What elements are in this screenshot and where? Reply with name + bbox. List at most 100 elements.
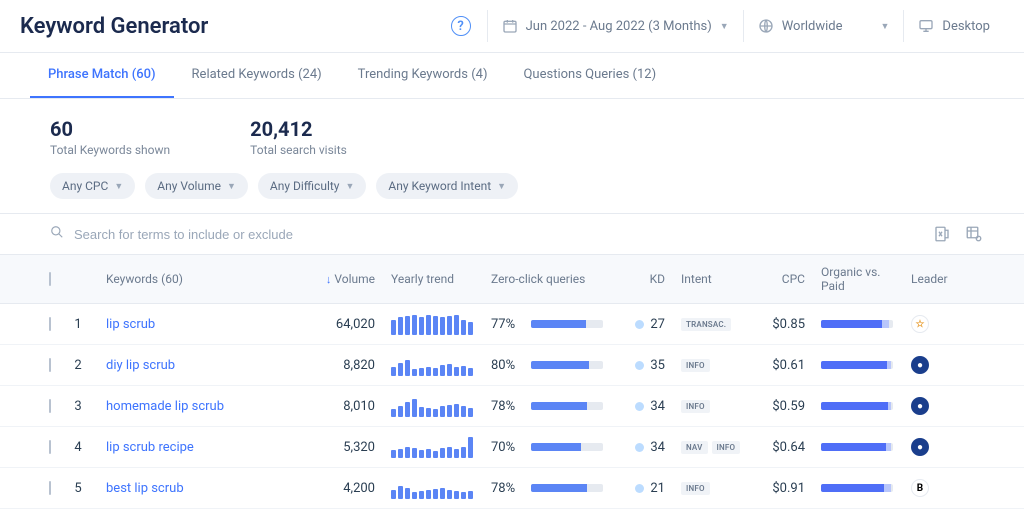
keyword-link[interactable]: lip scrub recipe <box>106 440 194 455</box>
kd-value: 34 <box>650 440 665 455</box>
row-checkbox[interactable] <box>49 440 51 454</box>
volume-cell: 8,010 <box>308 390 383 423</box>
row-index: 6 <box>58 513 98 517</box>
device-label: Desktop <box>942 19 990 34</box>
total-visits-label: Total search visits <box>250 143 347 157</box>
region-label: Worldwide <box>782 19 843 34</box>
search-input[interactable] <box>74 227 932 242</box>
organic-vs-paid-bar <box>821 361 893 369</box>
leader-icon[interactable]: ● <box>911 397 929 415</box>
keyword-link[interactable]: lip scrub <box>106 317 155 332</box>
zero-click-cell: 80% <box>491 358 605 373</box>
trend-sparkline <box>391 313 475 335</box>
chevron-down-icon: ▼ <box>720 21 729 32</box>
col-volume[interactable]: ↓Volume <box>308 262 383 296</box>
cpc-cell: $0.61 <box>753 349 813 382</box>
date-range-label: Jun 2022 - Aug 2022 (3 Months) <box>526 19 712 34</box>
export-excel-icon[interactable] <box>932 224 952 244</box>
row-checkbox[interactable] <box>49 481 51 495</box>
col-leader[interactable]: Leader <box>903 262 953 296</box>
table-row: 5best lip scrub4,20078%21INFO$0.91B <box>0 468 1024 509</box>
intent-cell: TRANSAC. <box>681 318 745 331</box>
cpc-cell: $0.59 <box>753 390 813 423</box>
row-checkbox[interactable] <box>49 399 51 413</box>
col-ovp[interactable]: Organic vs. Paid <box>813 255 903 303</box>
intent-cell: INFO <box>681 359 745 372</box>
kd-dot-icon <box>635 443 644 452</box>
intent-badge: INFO <box>681 359 710 372</box>
volume-cell: 4,200 <box>308 472 383 505</box>
col-kd[interactable]: KD <box>613 262 673 296</box>
total-keywords-label: Total Keywords shown <box>50 143 170 157</box>
col-cpc[interactable]: CPC <box>753 262 813 296</box>
total-visits-value: 20,412 <box>250 117 347 141</box>
zero-click-cell: 78% <box>491 481 605 496</box>
trend-sparkline <box>391 477 475 499</box>
desktop-icon <box>918 18 934 34</box>
row-checkbox[interactable] <box>49 358 51 372</box>
trend-sparkline <box>391 436 475 458</box>
table-row: 3homemade lip scrub8,01078%34INFO$0.59● <box>0 386 1024 427</box>
filter-label: Any Keyword Intent <box>388 179 491 193</box>
tab-1[interactable]: Related Keywords (24) <box>174 53 340 98</box>
filter-pill-3[interactable]: Any Keyword Intent ▼ <box>376 173 518 199</box>
tab-0[interactable]: Phrase Match (60) <box>30 53 174 98</box>
device-picker[interactable]: Desktop <box>903 10 1004 42</box>
kd-dot-icon <box>635 402 644 411</box>
col-trend[interactable]: Yearly trend <box>383 262 483 296</box>
select-all-checkbox[interactable] <box>49 272 51 286</box>
table-row: 6lip scrub diy4,05081%35INFO$0.78● <box>0 509 1024 517</box>
zero-click-pct: 78% <box>491 399 523 414</box>
page-title: Keyword Generator <box>20 14 451 39</box>
kd-value: 34 <box>650 399 665 414</box>
filter-pill-1[interactable]: Any Volume▼ <box>145 173 248 199</box>
kd-value: 21 <box>650 481 665 496</box>
leader-icon[interactable]: ● <box>911 356 929 374</box>
filter-label: Any CPC <box>62 179 108 193</box>
leader-icon[interactable]: ● <box>911 438 929 456</box>
filter-pill-2[interactable]: Any Difficulty▼ <box>258 173 366 199</box>
cpc-cell: $0.78 <box>753 513 813 517</box>
trend-sparkline <box>391 354 475 376</box>
row-checkbox[interactable] <box>49 317 51 331</box>
zero-click-bar <box>531 402 603 410</box>
intent-badge: INFO <box>681 482 710 495</box>
zero-click-bar <box>531 320 603 328</box>
col-keywords[interactable]: Keywords (60) <box>98 262 308 296</box>
volume-cell: 8,820 <box>308 349 383 382</box>
chevron-down-icon: ▼ <box>497 181 506 192</box>
keyword-link[interactable]: diy lip scrub <box>106 358 175 373</box>
table-settings-icon[interactable] <box>964 224 984 244</box>
filter-pills: Any CPC▼Any Volume▼Any Difficulty▼Any Ke… <box>0 173 1024 214</box>
keyword-link[interactable]: best lip scrub <box>106 481 184 496</box>
intent-cell: INFO <box>681 482 745 495</box>
filter-pill-0[interactable]: Any CPC ▼ <box>50 173 135 199</box>
row-index: 2 <box>58 349 98 382</box>
row-index: 1 <box>58 308 98 341</box>
intent-badge: NAV <box>681 441 708 454</box>
tab-3[interactable]: Questions Queries (12) <box>505 53 674 98</box>
chevron-down-icon: ▼ <box>227 181 236 192</box>
zero-click-pct: 78% <box>491 481 523 496</box>
cpc-cell: $0.85 <box>753 308 813 341</box>
kd-dot-icon <box>635 484 644 493</box>
kd-dot-icon <box>635 320 644 329</box>
cpc-cell: $0.91 <box>753 472 813 505</box>
col-intent[interactable]: Intent <box>673 262 753 296</box>
cpc-cell: $0.64 <box>753 431 813 464</box>
sort-desc-icon: ↓ <box>326 273 332 286</box>
leader-icon[interactable]: B <box>911 479 929 497</box>
help-icon[interactable]: ? <box>451 16 471 36</box>
tab-2[interactable]: Trending Keywords (4) <box>340 53 506 98</box>
chevron-down-icon: ▼ <box>114 181 123 192</box>
intent-cell: INFO <box>681 400 745 413</box>
region-picker[interactable]: Worldwide ▼ <box>743 10 904 42</box>
col-zero[interactable]: Zero-click queries <box>483 262 613 296</box>
zero-click-pct: 80% <box>491 358 523 373</box>
table-row: 2diy lip scrub8,82080%35INFO$0.61● <box>0 345 1024 386</box>
total-visits-block: 20,412 Total search visits <box>250 117 347 157</box>
date-range-picker[interactable]: Jun 2022 - Aug 2022 (3 Months) ▼ <box>487 10 743 42</box>
total-keywords-value: 60 <box>50 117 170 141</box>
keyword-link[interactable]: homemade lip scrub <box>106 399 224 414</box>
leader-icon[interactable]: ☆ <box>911 315 929 333</box>
